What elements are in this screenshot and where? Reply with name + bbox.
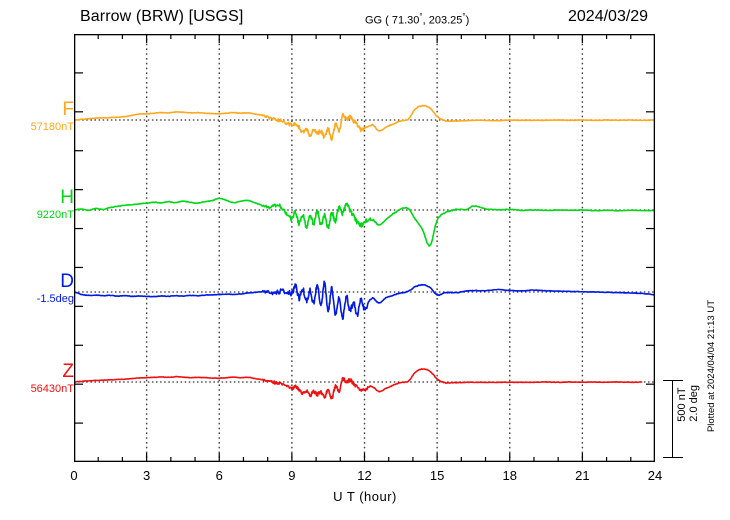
scale-bar-deg: 2.0 deg	[688, 385, 700, 422]
x-tick-label-9: 9	[288, 468, 296, 483]
x-tick-label-21: 21	[575, 468, 590, 483]
scale-bar-bottom-cap	[663, 457, 683, 458]
observation-date: 2024/03/29	[568, 8, 649, 25]
scale-bar-label: 500 nT 2.0 deg	[676, 385, 700, 422]
trace-symbol-D: D	[60, 271, 74, 292]
x-tick-label-24: 24	[647, 468, 663, 483]
trace-symbol-H: H	[60, 187, 74, 208]
scale-bar-vertical	[672, 380, 673, 458]
trace-baseline-D: -1.5deg	[36, 293, 74, 305]
trace-baseline-F: 57180nT	[30, 121, 74, 133]
trace-baseline-Z: 56430nT	[30, 383, 74, 395]
trace-label-F: F 57180nT	[10, 100, 74, 134]
x-axis-title: U T (hour)	[0, 489, 730, 504]
scale-bar	[663, 380, 683, 458]
geo-lat-text: GG ( 71.30	[365, 14, 420, 27]
geo-lon-text: , 203.25	[422, 14, 463, 27]
magnetogram-svg	[74, 34, 655, 462]
trace-symbol-F: F	[62, 99, 74, 120]
scale-bar-nt: 500 nT	[676, 387, 688, 422]
geo-suffix: )	[465, 14, 470, 27]
trace-label-Z: Z 56430nT	[10, 362, 74, 396]
x-tick-label-6: 6	[215, 468, 223, 483]
station-title: Barrow (BRW) [USGS]	[80, 8, 244, 25]
x-tick-label-0: 0	[70, 468, 78, 483]
scale-bar-top-cap	[663, 380, 683, 381]
degree-symbol-lat: °	[419, 12, 423, 21]
plotted-timestamp: Plotted at 2024/04/04 21:13 UT	[706, 300, 717, 433]
trace-baseline-H: 9220nT	[36, 209, 74, 221]
degree-symbol-lon: °	[462, 12, 466, 21]
trace-symbol-Z: Z	[62, 361, 74, 382]
geographic-coordinates: GG ( 71.30°, 203.25°)	[365, 12, 469, 27]
trace-label-H: H 9220nT	[10, 188, 74, 222]
x-tick-label-18: 18	[502, 468, 517, 483]
x-tick-label-12: 12	[357, 468, 372, 483]
x-axis-title-text: U T (hour)	[333, 489, 397, 504]
x-tick-label-3: 3	[143, 468, 151, 483]
trace-label-D: D -1.5deg	[10, 272, 74, 306]
x-tick-label-15: 15	[429, 468, 445, 483]
magnetogram-plot-area	[74, 34, 655, 462]
